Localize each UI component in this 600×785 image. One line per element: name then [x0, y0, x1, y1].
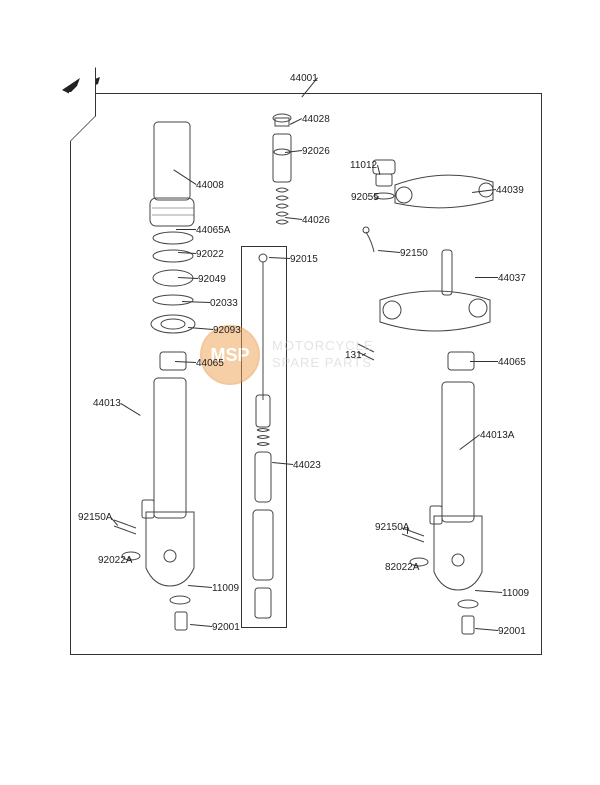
outer-tube-right — [430, 382, 482, 590]
part-label: 44026 — [302, 215, 330, 226]
leader-line — [475, 277, 498, 278]
part-label: 44013 — [93, 398, 121, 409]
part-label: 11012 — [350, 160, 377, 171]
part-label: 92015 — [290, 254, 318, 265]
seal-set — [151, 232, 195, 333]
part-label: 44065A — [196, 225, 230, 236]
bottom-fasteners-left — [114, 520, 190, 630]
part-label: 11009 — [212, 583, 239, 594]
part-label: 92001 — [212, 622, 240, 633]
part-label: 02033 — [210, 298, 238, 309]
part-label: 92001 — [498, 626, 526, 637]
part-label: 92026 — [302, 146, 330, 157]
part-label: 92093 — [213, 325, 241, 336]
lower-bracket — [358, 250, 490, 360]
upper-tube-left — [150, 122, 194, 226]
part-label: 92022A — [98, 555, 132, 566]
center-stack — [273, 114, 291, 224]
part-label: 44028 — [302, 114, 330, 125]
part-label: 131 — [345, 350, 362, 361]
part-label: 44023 — [293, 460, 321, 471]
grease-fitting — [363, 227, 374, 252]
part-label: 44001 — [290, 73, 318, 84]
part-label: 11009 — [502, 588, 529, 599]
part-label: 92150A — [375, 522, 409, 533]
part-label: 44065 — [498, 357, 526, 368]
diagram-canvas: MSP MOTORCYCLE SPARE PARTS 4400144028920… — [0, 0, 600, 785]
part-label: 44037 — [498, 273, 526, 284]
outer-tube-left — [142, 378, 194, 586]
part-label: 44039 — [496, 185, 524, 196]
part-label: 92022 — [196, 249, 224, 260]
part-label: 44008 — [196, 180, 224, 191]
part-label: 44013A — [480, 430, 514, 441]
cylinder-assy — [253, 254, 273, 618]
part-label: 92055 — [351, 192, 379, 203]
part-label: 92150 — [400, 248, 428, 259]
leader-line — [176, 229, 196, 230]
part-label: 92150A — [78, 512, 112, 523]
part-label: 82022A — [385, 562, 419, 573]
leader-line — [470, 361, 498, 362]
part-label: 44065 — [196, 358, 224, 369]
part-label: 92049 — [198, 274, 226, 285]
